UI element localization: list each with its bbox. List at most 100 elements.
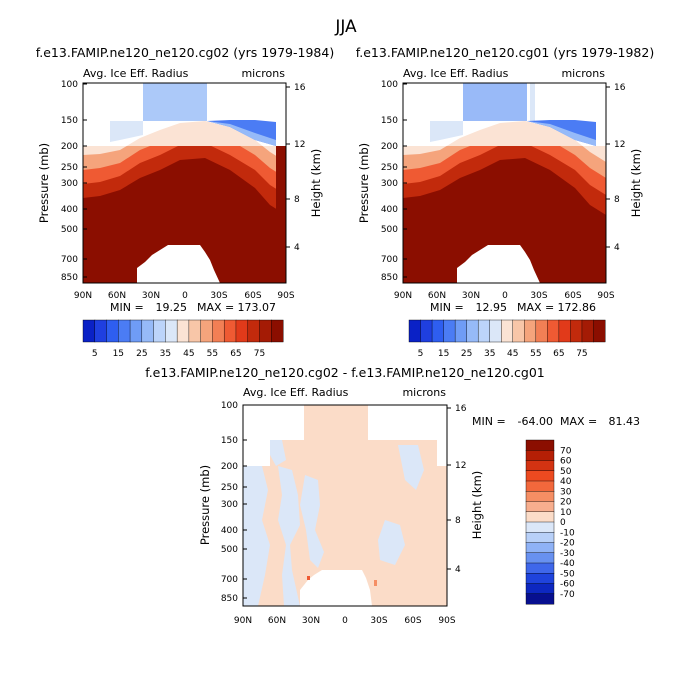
colorbar-1-label: 25 [136,349,147,359]
panel-2-htick: 8 [614,195,620,205]
panel-2-ytick: 300 [381,179,398,189]
panel-3-blue-5 [398,445,424,490]
panel-1-y-axis: 100 150 200 250 300 400 500 700 850 [61,80,87,283]
panel-3-stats: MIN = -64.00 MAX = 81.43 [472,415,640,428]
panel-1-stats: MIN = 19.25 MAX = 173.07 [110,301,276,314]
panel-3-units: microns [402,386,446,399]
colorbar-3-swatch [525,460,555,472]
colorbar-2-label: 55 [530,349,541,359]
panel-3-height-axis: 16 12 8 4 [447,404,467,575]
panel-3-ytick: 500 [221,545,238,555]
colorbar-1-swatch [235,319,249,343]
panel-3-ytick: 850 [221,594,238,604]
panel-3-blue-4 [378,520,405,565]
panel-1-max-value: 173.07 [238,301,277,314]
colorbar-1-swatch [82,319,96,343]
colorbar-3-label: 20 [560,498,572,508]
colorbar-1-swatch [176,319,190,343]
panel-3-variable: Avg. Ice Eff. Radius [243,386,349,399]
panel-1-x-axis: 90N 60N 30N 0 30S 60S 90S [74,291,295,301]
panel-1-title: f.e13.FAMIP.ne120_ne120.cg02 (yrs 1979-1… [36,45,334,60]
panel-2-x-axis: 90N 60N 30N 0 30S 60S 90S [394,291,615,301]
panel-3-red-dot [307,576,310,580]
panel-1-xtick: 30S [210,291,227,301]
panel-2-n-flank [430,121,463,142]
panel-2-y-axis: 100 150 200 250 300 400 500 700 850 [381,80,407,283]
colorbar-1-swatch [118,319,131,343]
panel-1-s-flank-light [207,121,276,146]
panel-2-field [403,83,606,283]
colorbar-3-label: 70 [560,446,572,456]
colorbar-3-swatch [525,573,555,585]
panel-2-xtick: 0 [502,291,508,301]
colorbar-3-label: -40 [560,559,575,569]
panel-2-xtick: 90N [394,291,412,301]
colorbar-3-swatch [525,501,555,513]
panel-2-max-label: MAX = [517,301,554,314]
colorbar-3-swatch [525,593,555,605]
colorbar-1-label: 35 [160,349,171,359]
colorbar-3-label: 30 [560,487,572,497]
colorbar-3-swatch [525,439,555,451]
colorbar-2-swatch [408,319,422,343]
panel-3-blue-6 [270,440,286,466]
colorbar-2-swatch [466,319,479,343]
panel-2-ytick: 500 [381,225,398,235]
panel-1-htick: 12 [294,140,305,150]
panel-2-stats: MIN = 12.95 MAX = 172.86 [430,301,596,314]
panel-2-surface [457,245,540,283]
panel-3-xtick: 30N [302,616,320,626]
panel-2-band-peach [403,121,606,162]
panel-1-ytick: 700 [61,255,78,265]
panel-2-ylabel-right: Height (km) [629,149,643,218]
panel-1-ytick: 200 [61,142,78,152]
panel-3-max-value: 81.43 [609,415,641,428]
panel-3-ytick: 300 [221,500,238,510]
colorbar-1-swatch [188,319,202,343]
colorbar-2-label: 35 [484,349,495,359]
panel-2-xtick: 90S [597,291,614,301]
panel-3-ylabel: Pressure (mb) [198,465,212,545]
colorbar-3-swatch [525,532,555,544]
colorbar-1-label: 65 [230,349,241,359]
colorbar-2-swatch [454,319,468,343]
panel-3-blue-3 [300,475,324,568]
panel-1-band-peach [83,121,286,162]
panel-1-min-label: MIN = [110,301,144,314]
panel-1-ylabel-right: Height (km) [309,149,323,218]
colorbar-2-swatch [581,319,594,343]
panel-1-ytick: 250 [61,163,78,173]
colorbar-2-swatch [535,319,548,343]
panel-2-min-label: MIN = [430,301,464,314]
colorbar-1-swatch [200,319,213,343]
panel-1-ytick: 850 [61,273,78,283]
colorbar-2-swatch [443,319,456,343]
panel-2-ytick: 400 [381,205,398,215]
panel-3-blue-1 [243,466,270,606]
panel-1-ytick: 300 [61,179,78,189]
panel-2-upper-light [463,83,527,121]
colorbar-2-swatch [593,319,606,343]
panel-1-ytick: 150 [61,116,78,126]
panel-3-max-label: MAX = [560,415,597,428]
panel-3-ylabel-right: Height (km) [470,471,484,540]
panel-1-band-orange [83,143,286,195]
panel-2-min-value: 12.95 [476,301,508,314]
panel-2-htick: 16 [614,83,626,93]
panel-3-htick: 4 [455,565,461,575]
colorbar-3-label: -20 [560,539,575,549]
colorbar-3-label: -10 [560,528,575,538]
panel-3-ytick: 400 [221,526,238,536]
colorbar-2-label: 15 [438,349,449,359]
colorbar-2-swatch [501,319,514,343]
panel-3-ytick: 150 [221,436,238,446]
panel-1-min-value: 19.25 [156,301,188,314]
panel-3-ytick: 200 [221,462,238,472]
panel-1-xtick: 30N [142,291,160,301]
panel-3-ytick: 250 [221,483,238,493]
colorbar-2-swatch [489,319,502,343]
panel-3-title: f.e13.FAMIP.ne120_ne120.cg02 - f.e13.FAM… [145,365,545,380]
colorbar-1-label: 45 [183,349,194,359]
panel-2-xtick: 30N [462,291,480,301]
panel-1-right-edge [276,146,286,283]
